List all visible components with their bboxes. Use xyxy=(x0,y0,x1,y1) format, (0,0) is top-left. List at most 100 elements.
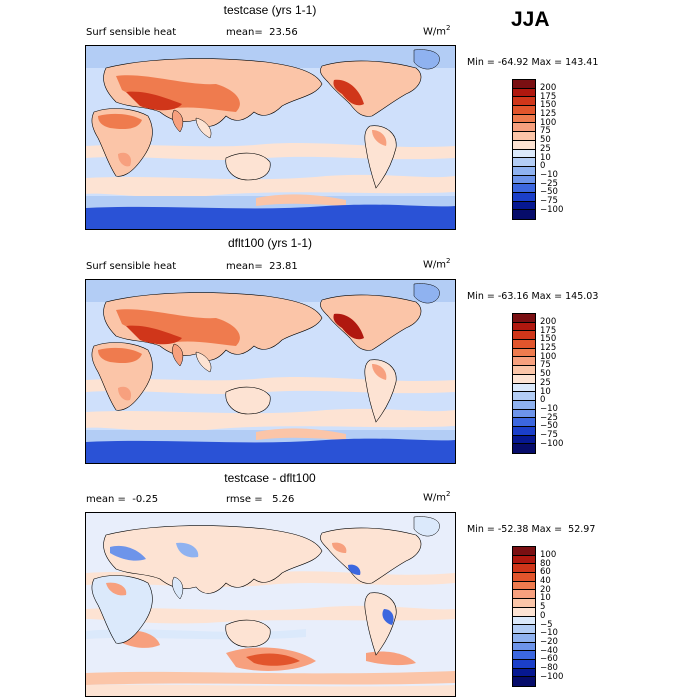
panel3-rmse: rmse = 5.26 xyxy=(226,494,295,505)
panel2-mean: mean= 23.81 xyxy=(226,261,298,272)
swatch xyxy=(513,348,535,358)
siberia-cool-anomaly xyxy=(176,542,199,558)
panel2-map-svg xyxy=(86,280,455,463)
panel3-map-svg xyxy=(86,513,455,696)
north-america xyxy=(320,60,422,117)
swatch xyxy=(513,400,535,410)
colorbar-label: 175 xyxy=(540,91,557,102)
eurasia-hot xyxy=(116,309,240,346)
colorbar-label: 10 xyxy=(540,386,551,397)
colorbar-label: 10 xyxy=(540,593,551,604)
colorbar-label: −20 xyxy=(540,636,558,647)
india xyxy=(172,343,184,367)
south-pacific-strong-anomaly xyxy=(246,653,300,666)
australia xyxy=(225,386,271,415)
swatch xyxy=(513,114,535,124)
colorbar-label: −80 xyxy=(540,662,558,673)
colorbar-label: −25 xyxy=(540,412,558,423)
swatch xyxy=(513,132,535,141)
swatch xyxy=(513,581,535,591)
colorbar-label: 0 xyxy=(540,395,546,406)
colorbar-label: −5 xyxy=(540,619,553,630)
swatch xyxy=(513,392,535,401)
swatch xyxy=(513,383,535,393)
midlat-band-south xyxy=(86,174,455,198)
na-cool-anomaly xyxy=(348,564,361,575)
swatch xyxy=(513,314,535,323)
eurasia xyxy=(103,525,323,594)
sahara-hot xyxy=(98,347,142,364)
swatch xyxy=(513,149,535,159)
panel3-minmax: Min = -52.38 Max = 52.97 xyxy=(467,524,596,535)
south-pacific-warm xyxy=(256,428,346,440)
panel1-minmax: Min = -64.92 Max = 143.41 xyxy=(467,57,599,68)
swatch xyxy=(513,564,535,574)
swatch xyxy=(513,140,535,150)
colorbar-label: 175 xyxy=(540,325,557,336)
swatch xyxy=(513,435,535,445)
swatch xyxy=(513,590,535,600)
swatch xyxy=(513,607,535,617)
panel1-mean: mean= 23.56 xyxy=(226,27,298,38)
south-atlantic-warm-anomaly xyxy=(366,651,416,666)
subtropic-band-south xyxy=(86,143,455,160)
swatch xyxy=(513,158,535,167)
colorbar-label: 150 xyxy=(540,334,557,345)
panel2-colorbar-labels: 200 175 150 125 100 75 50 25 10 0 −10 −2… xyxy=(540,318,563,448)
swatch xyxy=(513,409,535,419)
swatch xyxy=(513,366,535,375)
na-west-hot xyxy=(333,313,364,340)
eurasia-hot xyxy=(116,75,240,112)
swatch xyxy=(513,677,535,686)
colorbar-label: −60 xyxy=(540,654,558,665)
colorbar-label: 200 xyxy=(540,83,557,93)
colorbar-label: −50 xyxy=(540,187,558,198)
south-pacific-warm xyxy=(256,194,346,206)
panel2-colorbar xyxy=(512,313,536,454)
colorbar-label: 25 xyxy=(540,143,551,154)
panel3-title: testcase - dflt100 xyxy=(224,471,316,485)
panel2-field-label: Surf sensible heat xyxy=(86,261,177,272)
africa xyxy=(91,575,153,644)
na-west-hot xyxy=(333,79,364,106)
sahara-hot xyxy=(98,113,142,130)
swatch xyxy=(513,175,535,185)
colorbar-label: 75 xyxy=(540,126,551,137)
colorbar-label: −100 xyxy=(540,204,564,215)
panel1-field-label: Surf sensible heat xyxy=(86,27,177,38)
swatch xyxy=(513,651,535,660)
southern-africa xyxy=(118,152,132,167)
colorbar-label: 75 xyxy=(540,360,551,371)
colorbar-label: 50 xyxy=(540,135,551,146)
sa-north-warm xyxy=(372,130,387,146)
na-warm-anomaly xyxy=(332,542,347,553)
season-label: JJA xyxy=(511,8,550,31)
swatch xyxy=(513,642,535,652)
brazil-cool-anomaly xyxy=(382,609,394,625)
panel1-title: testcase (yrs 1-1) xyxy=(223,3,317,17)
panel3-units: W/m2 xyxy=(423,490,451,504)
antarctica xyxy=(86,438,455,463)
europe-cool-anomaly xyxy=(110,545,146,561)
swatch xyxy=(513,374,535,384)
colorbar-label: 0 xyxy=(540,161,546,172)
middle-east-hot xyxy=(126,91,182,111)
swatch xyxy=(513,192,535,202)
swatch xyxy=(513,573,535,582)
colorbar-label: 100 xyxy=(540,117,557,128)
panel3-map xyxy=(85,512,456,697)
swatch xyxy=(513,599,535,608)
colorbar-label: 0 xyxy=(540,610,546,621)
greenland xyxy=(413,49,440,70)
colorbar-label: 80 xyxy=(540,558,551,569)
colorbar-label: 150 xyxy=(540,100,557,111)
swatch xyxy=(513,80,535,89)
colorbar-label: 125 xyxy=(540,109,557,120)
subtropic-band-south xyxy=(86,377,455,394)
australia xyxy=(225,152,271,181)
greenland xyxy=(413,516,440,537)
swatch xyxy=(513,625,535,634)
sahara-warm-anomaly xyxy=(106,582,127,596)
antarctica-diff xyxy=(86,684,455,696)
panel3-colorbar-labels: 100 80 60 40 20 10 5 0 −5 −10 −20 −40 −6… xyxy=(540,551,563,681)
